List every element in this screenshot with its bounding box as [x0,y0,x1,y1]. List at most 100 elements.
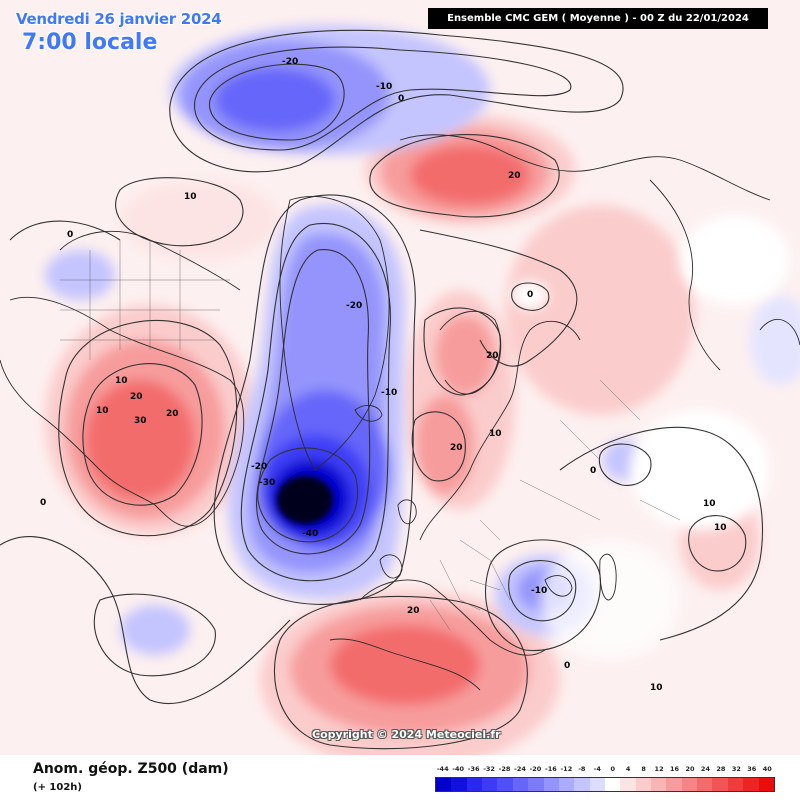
contour-arctic-zero [169,29,624,173]
color-scale-label: -20 [529,765,542,773]
borders-russia [519,379,681,521]
contour-label: -20 [346,301,362,311]
color-scale-label: -12 [560,765,573,773]
color-scale-swatch [482,778,498,791]
legend-footer: Anom. géop. Z500 (dam) (+ 102h) -44 -40 -3… [0,755,800,800]
color-scale-swatch [712,778,728,791]
coast-iceland [354,404,383,422]
copyright-watermark: Copyright © 2024 Meteociel.fr [312,728,501,741]
coast-ireland [379,554,403,579]
coast-siberia [399,134,771,201]
contour-west-europe-plus20 [411,411,466,482]
color-scale-swatch [743,778,759,791]
contour-label: 10 [96,406,109,416]
negative-anomaly-areas [45,25,800,655]
anomaly-map-canvas: -20 -10 0 20 10 0 -20 -10 20 10 20 0 10 … [0,0,800,755]
contour-label: 20 [450,443,463,453]
anomaly-alaska [45,250,115,300]
contour-arctic-minus20 [209,63,345,141]
color-scale-label: -32 [483,765,495,773]
contour-label: 10 [489,429,502,439]
contour-greenland-zero [213,194,416,605]
contour-arctic-boundary [419,229,578,367]
contour-kazakhstan-zero [598,443,652,486]
color-scale-label: -40 [452,765,465,773]
color-scale-label: 28 [716,765,726,773]
color-scale-swatch [543,778,559,791]
neutral-central-asia [630,410,770,530]
contour-barents-zero [511,282,550,311]
contour-label: 0 [67,230,73,240]
contour-greenland-minus30 [257,447,359,543]
contour-label: 20 [508,171,521,181]
anomaly-low-core [277,476,333,524]
anomaly-map: -20 -10 0 20 10 0 -20 -10 20 10 20 0 10 … [0,0,800,755]
contour-label: 10 [650,683,663,693]
contour-label: 0 [527,290,533,300]
borders-north-america-grid [60,240,230,360]
color-scale-swatch [604,778,621,791]
contour-arctic-minus10 [194,46,572,151]
borders-europe [429,519,511,631]
anomaly-north-america-core [85,380,195,500]
color-scale-label: 36 [747,765,757,773]
contour-label: -30 [259,478,275,488]
color-scale-swatch [436,778,452,791]
coastlines [0,134,800,691]
contour-alaska-boundary [9,220,121,241]
contour-label: 20 [130,392,143,402]
contour-siberia-plus20 [369,134,560,218]
coast-greenland [279,196,390,471]
color-scale-label: 8 [641,765,646,773]
contour-label: -10 [376,82,392,92]
neutral-east-siberia [680,215,790,305]
color-scale-swatch [497,778,513,791]
contour-lines [0,29,763,750]
political-borders [60,240,681,631]
color-scale-swatch [620,778,636,791]
contour-label: -40 [302,529,318,539]
color-scale-swatch [466,778,483,791]
color-scale-label: -8 [578,765,586,773]
color-scale-labels: -44 -40 -36 -32 -28 -24 -20 -16 -12 -8 -4 0 4 8 12 16 20… [435,765,775,777]
model-run-banner: Ensemble CMC GEM ( Moyenne ) - 00 Z du 2… [428,8,768,29]
contour-label: 0 [564,661,570,671]
color-scale-label: 20 [685,765,695,773]
color-scale-swatch [451,778,467,791]
contour-north-america-plus30 [82,363,203,506]
color-scale-label: -28 [498,765,511,773]
forecast-time: 7:00 locale [22,30,158,55]
coast-caspian-sea [599,553,617,601]
contour-black-sea-minus10 [508,560,577,622]
contour-atlantic-boundary [0,535,291,704]
anomaly-far-east [750,295,800,385]
coast-east-asia [649,179,721,371]
color-scale-swatch [528,778,544,791]
contour-greenland-minus20 [255,249,371,555]
color-scale-label: -44 [436,765,449,773]
color-scale-swatch [574,778,590,791]
color-scale-bar [435,777,775,792]
color-scale-label: 0 [610,765,615,773]
color-scale-label: -24 [514,765,526,773]
color-scale-swatch [666,778,682,791]
contour-label: 0 [40,498,46,508]
color-scale-swatch [727,778,744,791]
contour-central-asia-plus10 [688,515,747,572]
contour-label: 10 [703,499,716,509]
coast-black-sea [544,575,573,597]
contour-label: 20 [407,606,420,616]
neutral-barents [512,281,548,309]
contour-atlantic-zero [93,593,216,677]
anomaly-west-europe-core [415,395,475,495]
contour-label: 10 [115,376,128,386]
anomaly-canada-north [120,180,280,260]
forecast-date: Vendredi 26 janvier 2024 [16,10,222,28]
color-scale-swatch [589,778,605,791]
color-scale-label: -36 [467,765,480,773]
contour-label: -20 [282,57,298,67]
contour-label: 0 [590,466,596,476]
coast-europe-north [419,320,581,541]
color-scale-swatch [558,778,575,791]
contour-label: -10 [531,586,547,596]
